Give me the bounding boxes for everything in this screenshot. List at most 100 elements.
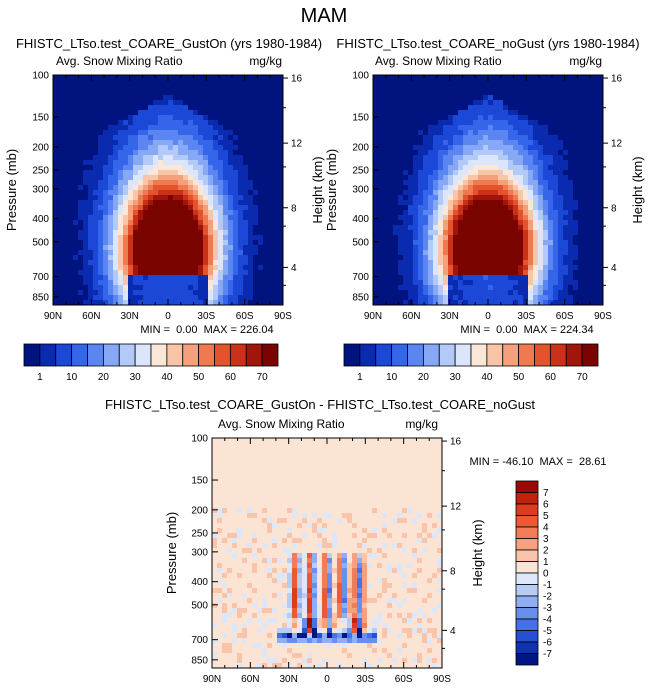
heatmap-cell [88, 105, 94, 111]
heatmap-cell [388, 280, 394, 286]
heatmap-cell [123, 85, 129, 91]
heatmap-cell [93, 240, 99, 246]
heatmap-cell [593, 115, 599, 121]
heatmap-cell [578, 290, 584, 296]
heatmap-cell [258, 175, 264, 181]
heatmap-cell [263, 100, 269, 106]
heatmap-cell [247, 473, 253, 479]
colorbar-swatch [581, 343, 599, 367]
heatmap-cell [568, 255, 574, 261]
heatmap-cell [588, 215, 594, 221]
heatmap-cell [463, 220, 469, 226]
heatmap-cell [403, 280, 409, 286]
heatmap-cell [558, 220, 564, 226]
heatmap-cell [523, 175, 529, 181]
heatmap-cell [548, 155, 554, 161]
heatmap-cell [423, 225, 429, 231]
heatmap-cell [347, 458, 353, 464]
heatmap-cell [252, 443, 258, 449]
heatmap-cell [398, 85, 404, 91]
heatmap-cell [528, 130, 534, 136]
heatmap-cell [163, 135, 169, 141]
heatmap-cell [248, 175, 254, 181]
heatmap-cell [428, 270, 434, 276]
heatmap-cell [123, 160, 129, 166]
heatmap-cell [282, 463, 288, 469]
heatmap-cell [488, 115, 494, 121]
heatmap-cell [98, 75, 104, 81]
heatmap-cell [228, 245, 234, 251]
heatmap-cell [393, 270, 399, 276]
heatmap-cell [493, 245, 499, 251]
heatmap-cell [263, 220, 269, 226]
heatmap-cell [268, 210, 274, 216]
heatmap-cell [248, 150, 254, 156]
heatmap-cell [513, 240, 519, 246]
heatmap-cell [188, 180, 194, 186]
heatmap-cell [248, 200, 254, 206]
heatmap-cell [533, 140, 539, 146]
heatmap-cell [483, 180, 489, 186]
heatmap-cell [528, 150, 534, 156]
heatmap-cell [108, 175, 114, 181]
heatmap-cell [558, 120, 564, 126]
heatmap-cell [63, 140, 69, 146]
heatmap-cell [243, 130, 249, 136]
heatmap-cell [383, 190, 389, 196]
heatmap-cell [458, 225, 464, 231]
heatmap-cell [413, 75, 419, 81]
heatmap-cell [578, 265, 584, 271]
heatmap-cell [118, 215, 124, 221]
heatmap-cell [223, 290, 229, 296]
heatmap-cell [297, 488, 303, 494]
colorbar-swatch [518, 343, 535, 367]
heatmap-cell [153, 85, 159, 91]
heatmap-cell [83, 120, 89, 126]
heatmap-cell [578, 90, 584, 96]
heatmap-cell [163, 80, 169, 86]
heatmap-cell [498, 210, 504, 216]
heatmap-cell [68, 240, 74, 246]
heatmap-cell [383, 285, 389, 291]
heatmap-cell [428, 200, 434, 206]
heatmap-cell [302, 493, 308, 499]
heatmap-cell [273, 155, 279, 161]
heatmap-cell [563, 90, 569, 96]
heatmap-cell [242, 468, 248, 474]
heatmap-cell [188, 160, 194, 166]
heatmap-cell [307, 443, 313, 449]
heatmap-cell [378, 245, 384, 251]
heatmap-cell [153, 190, 159, 196]
heatmap-cell [523, 300, 529, 305]
heatmap-cell [493, 300, 499, 305]
heatmap-cell [408, 285, 414, 291]
heatmap-cell [373, 95, 379, 101]
x-tick-label: 60S [236, 311, 254, 322]
heatmap-cell [233, 155, 239, 161]
heatmap-cell [498, 120, 504, 126]
heatmap-cell [103, 110, 109, 116]
heatmap-cell [143, 210, 149, 216]
heatmap-cell [148, 160, 154, 166]
heatmap-cell [93, 155, 99, 161]
heatmap-cell [578, 285, 584, 291]
heatmap-cell [498, 80, 504, 86]
heatmap-cell [83, 140, 89, 146]
heatmap-cell [228, 190, 234, 196]
heatmap-cell [98, 215, 104, 221]
heatmap-cell [193, 205, 199, 211]
heatmap-cell [268, 280, 274, 286]
heatmap-cell [488, 110, 494, 116]
heatmap-cell [383, 140, 389, 146]
heatmap-cell [257, 478, 263, 484]
heatmap-cell [388, 180, 394, 186]
heatmap-cell [158, 255, 164, 261]
heatmap-cell [543, 110, 549, 116]
heatmap-cell [88, 275, 94, 281]
heatmap-cell [463, 110, 469, 116]
heatmap-cell [68, 250, 74, 256]
heatmap-cell [268, 115, 274, 121]
heatmap-cell [123, 280, 129, 286]
heatmap-cell [423, 195, 429, 201]
heatmap-cell [352, 453, 358, 459]
